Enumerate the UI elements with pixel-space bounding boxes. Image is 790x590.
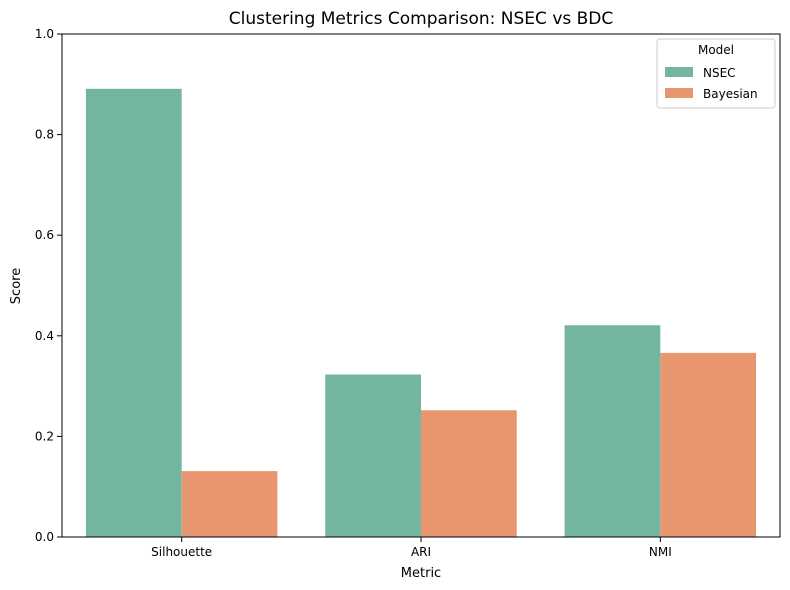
x-axis-ticks: Silhouette ARI NMI	[151, 537, 672, 559]
x-tick-label: NMI	[649, 545, 672, 559]
y-tick-label: 1.0	[35, 27, 54, 41]
bar-nsec-silhouette	[85, 88, 182, 537]
legend-swatch-nsec	[665, 67, 693, 77]
y-tick-label: 0.2	[35, 429, 54, 443]
x-axis-label: Metric	[401, 566, 441, 581]
plot-frame	[61, 33, 781, 538]
x-tick-label: Silhouette	[151, 545, 212, 559]
chart-title: Clustering Metrics Comparison: NSEC vs B…	[229, 9, 614, 29]
bar-bayesian-ari	[421, 410, 517, 537]
x-tick-label: ARI	[411, 545, 431, 559]
bar-bayesian-nmi	[660, 352, 757, 537]
bar-bayesian-silhouette	[181, 471, 278, 537]
y-tick-label: 0.6	[35, 228, 54, 242]
bar-nsec-ari	[325, 374, 421, 537]
legend: Model NSEC Bayesian	[656, 38, 776, 109]
legend-swatch-bayesian	[665, 88, 693, 98]
bars-group	[85, 88, 757, 537]
y-axis-ticks: 0.0 0.2 0.4 0.6 0.8 1.0	[35, 27, 62, 544]
legend-label-nsec: NSEC	[703, 66, 736, 80]
y-axis-label: Score	[9, 268, 24, 304]
y-tick-label: 0.4	[35, 329, 54, 343]
legend-label-bayesian: Bayesian	[703, 87, 758, 101]
legend-title: Model	[698, 43, 734, 57]
y-tick-label: 0.0	[35, 530, 54, 544]
bar-nsec-nmi	[564, 325, 661, 537]
y-tick-label: 0.8	[35, 128, 54, 142]
